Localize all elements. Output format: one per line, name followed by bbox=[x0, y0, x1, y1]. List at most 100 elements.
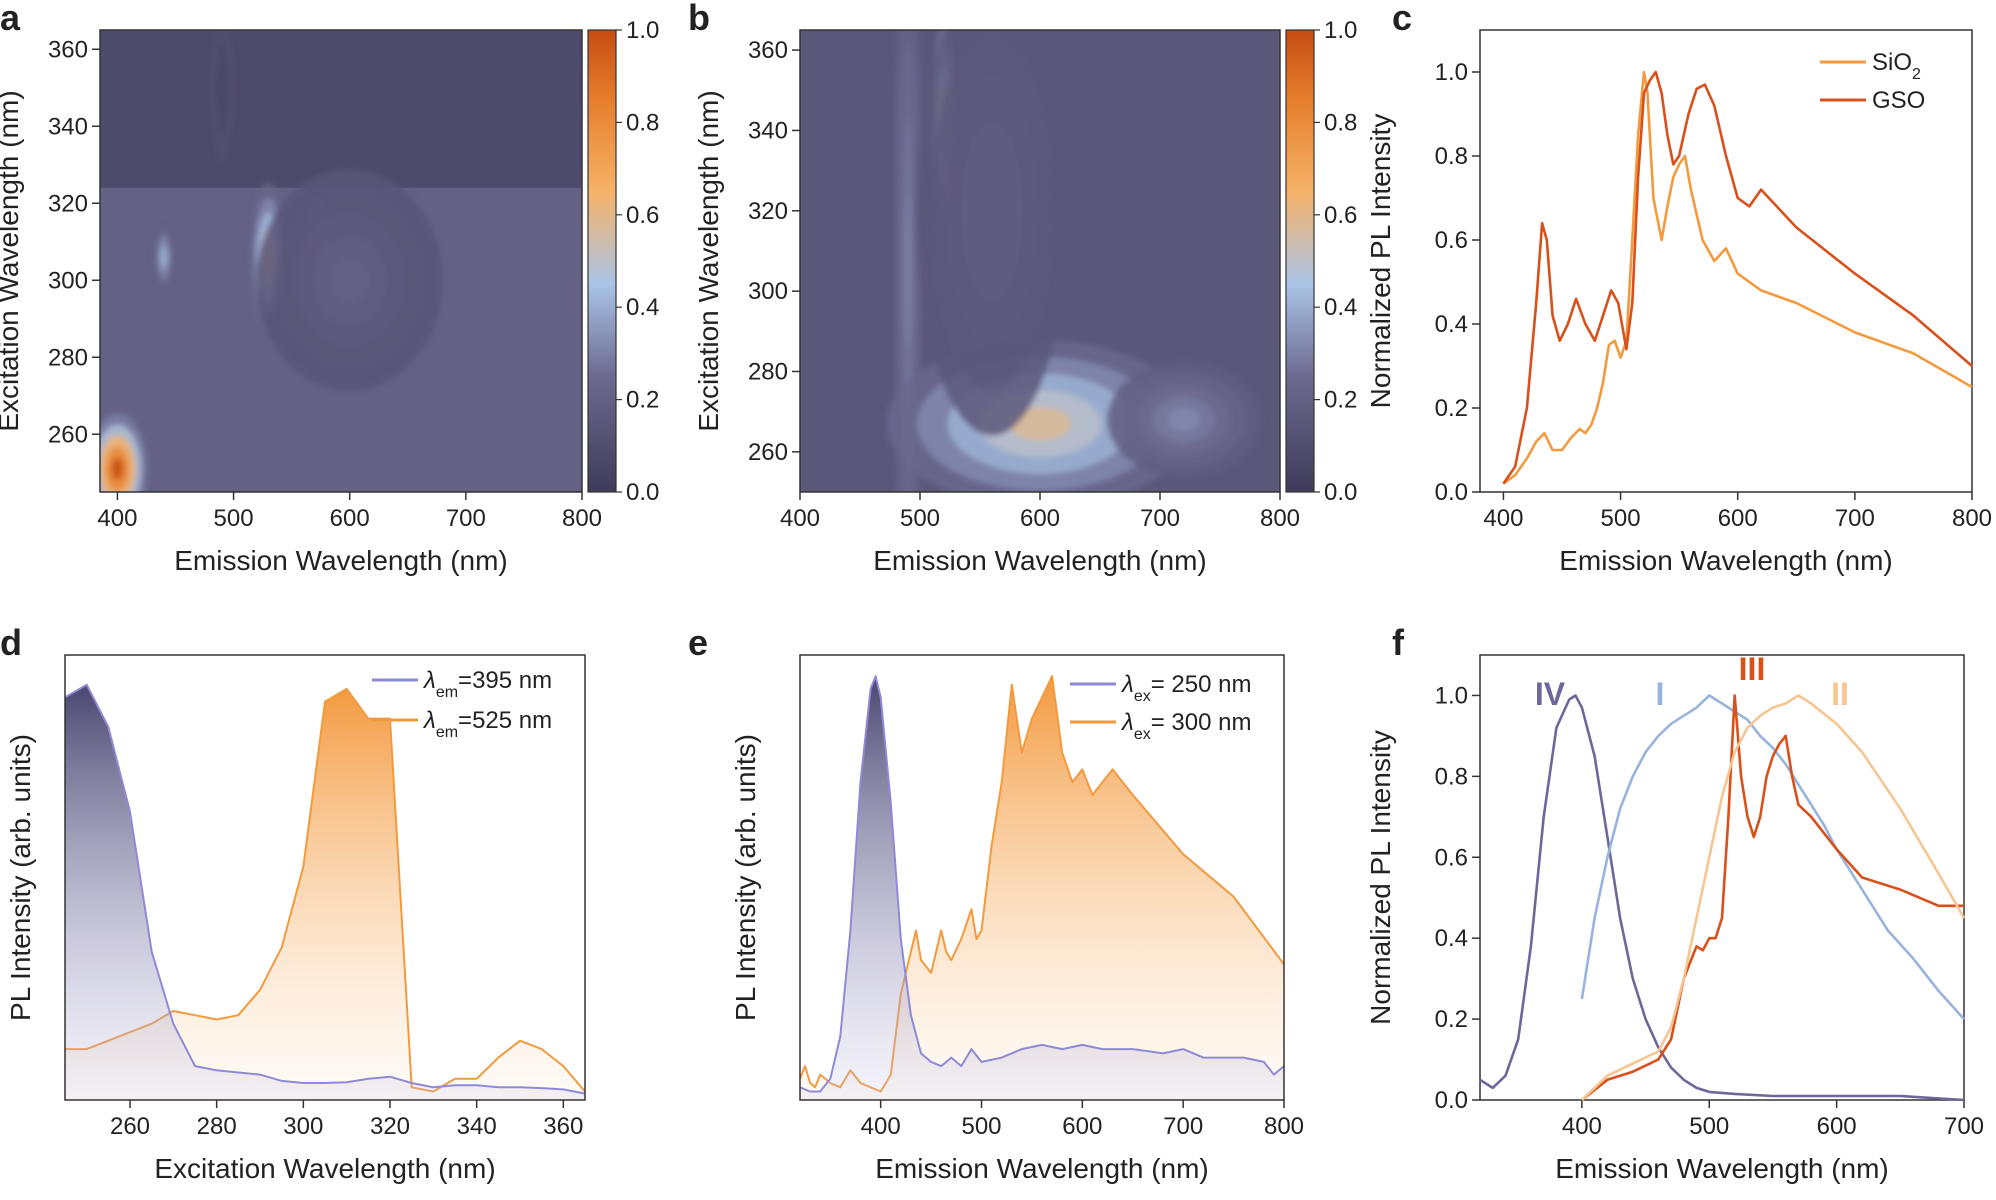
series-area-fill bbox=[65, 684, 585, 1100]
x-axis-label: Emission Wavelength (nm) bbox=[873, 545, 1207, 576]
colorbar-tick-label: 0.6 bbox=[626, 202, 659, 229]
series-area-fill bbox=[800, 676, 1284, 1100]
x-tick-label: 500 bbox=[961, 1113, 1001, 1140]
y-tick-label: 300 bbox=[48, 267, 88, 294]
x-tick-label: 700 bbox=[1163, 1113, 1203, 1140]
x-tick-label: 600 bbox=[1020, 505, 1060, 532]
panel-label-b: b bbox=[688, 0, 710, 38]
series-line-I bbox=[1580, 694, 1965, 1020]
panel-b-heatmap: 400 500 600 700 800 260 280 300 320 340 360 Emissio… bbox=[693, 17, 1357, 576]
colorbar-tick-label: 0.0 bbox=[1324, 479, 1357, 506]
plot-frame bbox=[1479, 29, 1973, 493]
heatmap-field bbox=[800, 30, 1280, 492]
x-tick-label: 500 bbox=[214, 505, 254, 532]
y-axis-label: Normalized PL Intensity bbox=[1365, 730, 1396, 1025]
colorbar-tick-label: 1.0 bbox=[626, 17, 659, 44]
y-axis-label: PL Intensity (arb. units) bbox=[730, 734, 761, 1021]
heatmap-region bbox=[100, 30, 582, 188]
plot-frame bbox=[799, 654, 1285, 1101]
series-line-II bbox=[1581, 694, 1966, 1101]
y-tick-label: 360 bbox=[748, 37, 788, 64]
colorbar-tick-label: 0.8 bbox=[626, 109, 659, 136]
x-axis-label: Emission Wavelength (nm) bbox=[174, 545, 508, 576]
x-tick-label: 400 bbox=[1483, 505, 1523, 532]
y-tick-label: 340 bbox=[48, 113, 88, 140]
y-tick-label: 0.0 bbox=[1435, 479, 1468, 506]
colorbar-tick-label: 0.4 bbox=[1324, 294, 1357, 321]
y-tick-label: 0.6 bbox=[1435, 227, 1468, 254]
heatmap-contour bbox=[1168, 408, 1200, 432]
legend-label: SiO2 bbox=[1872, 49, 1921, 83]
legend-label: λem=525 nm bbox=[422, 707, 552, 741]
colorbar bbox=[587, 29, 617, 493]
panel-label-e: e bbox=[688, 622, 708, 663]
y-axis-label: Normalized PL Intensity bbox=[1365, 114, 1396, 409]
x-tick-label: 340 bbox=[457, 1113, 497, 1140]
legend-label: λex= 300 nm bbox=[1120, 709, 1251, 743]
x-tick-label: 500 bbox=[1601, 505, 1641, 532]
x-axis-label: Emission Wavelength (nm) bbox=[1555, 1153, 1889, 1184]
series-label-I: I bbox=[1656, 676, 1665, 712]
x-tick-label: 300 bbox=[283, 1113, 323, 1140]
legend-label: λem=395 nm bbox=[422, 667, 552, 701]
heatmap-contour bbox=[219, 72, 225, 103]
heatmap-contour bbox=[976, 165, 1008, 256]
x-axis-label: Excitation Wavelength (nm) bbox=[154, 1153, 495, 1184]
series-line-IV bbox=[1479, 694, 1965, 1102]
panel-label-d: d bbox=[0, 622, 22, 663]
x-tick-label: 600 bbox=[330, 505, 370, 532]
y-tick-label: 0.0 bbox=[1435, 1087, 1468, 1114]
x-tick-label: 600 bbox=[1817, 1113, 1857, 1140]
colorbar-tick-label: 0.8 bbox=[1324, 109, 1357, 136]
x-tick-label: 700 bbox=[446, 505, 486, 532]
y-axis-label: Excitation Wavelength (nm) bbox=[693, 90, 724, 431]
x-tick-label: 320 bbox=[370, 1113, 410, 1140]
series-label-II: II bbox=[1831, 676, 1849, 712]
x-tick-label: 600 bbox=[1062, 1113, 1102, 1140]
heatmap-features bbox=[886, 30, 1261, 492]
panel-d-area-chart: 260 280 300 320 340 360 Excitation Wavelength … bbox=[5, 654, 586, 1184]
series-line--ex-250-nm bbox=[799, 675, 1285, 1093]
y-tick-label: 340 bbox=[748, 117, 788, 144]
x-tick-label: 500 bbox=[900, 505, 940, 532]
y-tick-label: 0.2 bbox=[1435, 395, 1468, 422]
colorbar-tick-label: 0.6 bbox=[1324, 202, 1357, 229]
series-label-III: III bbox=[1739, 651, 1766, 687]
y-tick-label: 0.8 bbox=[1435, 763, 1468, 790]
plot-frame bbox=[99, 29, 583, 493]
y-tick-label: 360 bbox=[48, 36, 88, 63]
y-tick-label: 1.0 bbox=[1435, 682, 1468, 709]
y-tick-label: 1.0 bbox=[1435, 59, 1468, 86]
y-tick-label: 320 bbox=[48, 190, 88, 217]
heatmap-contour bbox=[1009, 406, 1071, 441]
y-tick-label: 0.6 bbox=[1435, 844, 1468, 871]
x-tick-label: 360 bbox=[543, 1113, 583, 1140]
y-tick-label: 0.2 bbox=[1435, 1006, 1468, 1033]
plot-frame bbox=[64, 654, 586, 1101]
heatmap-contour bbox=[904, 193, 912, 349]
panel-a-heatmap: 400 500 600 700 800 260 280 300 320 340 360 Emissio… bbox=[0, 17, 659, 576]
y-tick-label: 0.8 bbox=[1435, 143, 1468, 170]
x-tick-label: 700 bbox=[1835, 505, 1875, 532]
panel-e-area-chart: 400 500 600 700 800 Emission Wavelength (nm) P… bbox=[730, 654, 1304, 1184]
x-tick-label: 260 bbox=[110, 1113, 150, 1140]
plot-frame bbox=[1479, 654, 1965, 1101]
x-tick-label: 800 bbox=[1260, 505, 1300, 532]
heatmap-field bbox=[100, 30, 582, 492]
x-tick-label: 800 bbox=[562, 505, 602, 532]
x-tick-label: 280 bbox=[197, 1113, 237, 1140]
colorbar-tick-label: 0.2 bbox=[626, 387, 659, 414]
y-tick-label: 300 bbox=[748, 278, 788, 305]
y-tick-label: 260 bbox=[48, 421, 88, 448]
legend-label: GSO bbox=[1872, 87, 1925, 114]
panel-label-f: f bbox=[1392, 622, 1405, 663]
colorbar-tick-label: 0.0 bbox=[626, 479, 659, 506]
x-tick-label: 800 bbox=[1264, 1113, 1304, 1140]
series-line--em-395-nm bbox=[64, 683, 586, 1095]
x-tick-label: 400 bbox=[861, 1113, 901, 1140]
heatmap-contour bbox=[111, 457, 124, 480]
y-tick-label: 320 bbox=[748, 198, 788, 225]
y-tick-label: 260 bbox=[748, 439, 788, 466]
y-tick-label: 0.4 bbox=[1435, 925, 1468, 952]
